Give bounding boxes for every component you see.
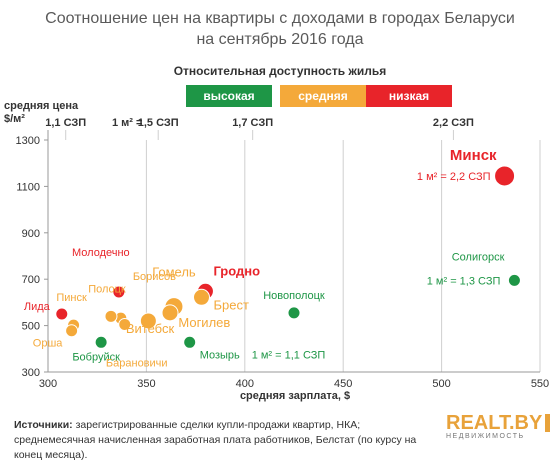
y-axis-label-line-1: средняя цена — [4, 100, 79, 112]
point-label-11: Могилев — [178, 315, 230, 330]
point-1 — [507, 273, 521, 287]
point-label-14: Барановичи — [106, 357, 168, 369]
point-4 — [94, 335, 108, 349]
point-11 — [139, 312, 157, 330]
ratio-label-3: 2,2 СЗП — [433, 117, 474, 129]
y-tick-300: 300 — [22, 367, 40, 379]
point-label-2: Новополоцк — [263, 290, 325, 302]
y-tick-900: 900 — [22, 228, 40, 240]
axes: 300 350 400 450 500 550 300 500 700 900 1100 1300 — [16, 130, 549, 390]
logo-subtitle: НЕДВИЖИМОСТЬ — [446, 433, 525, 440]
point-label-8: Брест — [214, 297, 249, 312]
point-7 — [55, 307, 69, 321]
ratio-label-0: 1,1 СЗП — [45, 117, 86, 129]
x-tick-300: 300 — [39, 378, 57, 390]
point-16 — [65, 324, 79, 338]
point-label-15: Пинск — [56, 292, 87, 304]
point-label-12: Борисов — [133, 271, 176, 283]
point-label-5: Гродно — [213, 263, 260, 278]
point-label-16: Орша — [33, 338, 63, 350]
point-note-0: 1 м² = 2,2 СЗП — [417, 171, 491, 183]
x-tick-350: 350 — [137, 378, 155, 390]
legend-item-low: низкая — [366, 85, 452, 107]
logo-text: REALT.BY — [446, 412, 543, 434]
ratio-prefix: 1 м² = — [112, 117, 142, 129]
point-8 — [193, 288, 211, 306]
realt-logo: REALT.BY НЕДВИЖИМОСТЬ — [446, 412, 550, 452]
source-text: зарегистрированные сделки купли-продажи … — [14, 419, 417, 461]
title-line-2: на сентябрь 2016 года — [196, 31, 364, 48]
point-2 — [287, 306, 301, 320]
point-labels: Минск 1 м² = 2,2 СЗП Солигорск 1 м² = 1,3 С… — [24, 147, 505, 369]
y-axis-label-line-2: $/м² — [4, 113, 25, 125]
source-label: Источники: — [14, 419, 73, 431]
y-tick-500: 500 — [22, 321, 40, 333]
point-note-1: 1 м² = 1,3 СЗП — [427, 275, 501, 287]
point-label-1: Солигорск — [452, 251, 505, 263]
point-label-4: Бобруйск — [72, 351, 120, 363]
point-label-6: Молодечно — [72, 247, 130, 259]
grid-lines — [145, 140, 541, 372]
point-label-13: Полоцк — [88, 283, 126, 295]
x-tick-400: 400 — [236, 378, 254, 390]
data-points — [55, 165, 521, 349]
x-axis-label: средняя зарплата, $ — [239, 390, 351, 402]
x-tick-550: 550 — [531, 378, 549, 390]
point-label-9: Гомель — [152, 265, 196, 280]
y-tick-700: 700 — [22, 274, 40, 286]
point-label-3: Мозырь — [200, 349, 240, 361]
point-0 — [494, 165, 516, 187]
ratio-label-2: 1,7 СЗП — [232, 117, 273, 129]
chart-title: Соотношение цен на квартиры с доходами в… — [0, 8, 560, 50]
point-6 — [112, 285, 126, 299]
title-line-1: Соотношение цен на квартиры с доходами в… — [45, 10, 515, 27]
x-tick-450: 450 — [334, 378, 352, 390]
point-13 — [104, 309, 118, 323]
legend-title: Относительная доступность жилья — [173, 64, 387, 78]
ratio-label-1: 1,5 СЗП — [138, 117, 179, 129]
y-tick-1300: 1300 — [16, 135, 40, 147]
point-3 — [183, 335, 197, 349]
legend-item-medium: средняя — [280, 85, 366, 107]
x-tick-500: 500 — [432, 378, 450, 390]
point-label-7: Лида — [24, 301, 51, 313]
ratio-ticks: 1 м² = 1,1 СЗП 1,5 СЗП 1,7 СЗП 2,2 СЗП — [45, 117, 474, 140]
house-icon — [545, 413, 550, 432]
y-tick-1100: 1100 — [16, 181, 40, 193]
point-10 — [161, 304, 179, 322]
legend-item-high: высокая — [186, 85, 272, 107]
point-label-0: Минск — [450, 147, 497, 164]
point-note-3: 1 м² = 1,1 СЗП — [252, 349, 326, 361]
point-label-10: Витебск — [126, 321, 175, 336]
source-note: Источники: зарегистрированные сделки куп… — [14, 418, 424, 463]
point-14 — [118, 317, 132, 331]
y-axis-label: средняя цена $/м² — [4, 100, 78, 126]
